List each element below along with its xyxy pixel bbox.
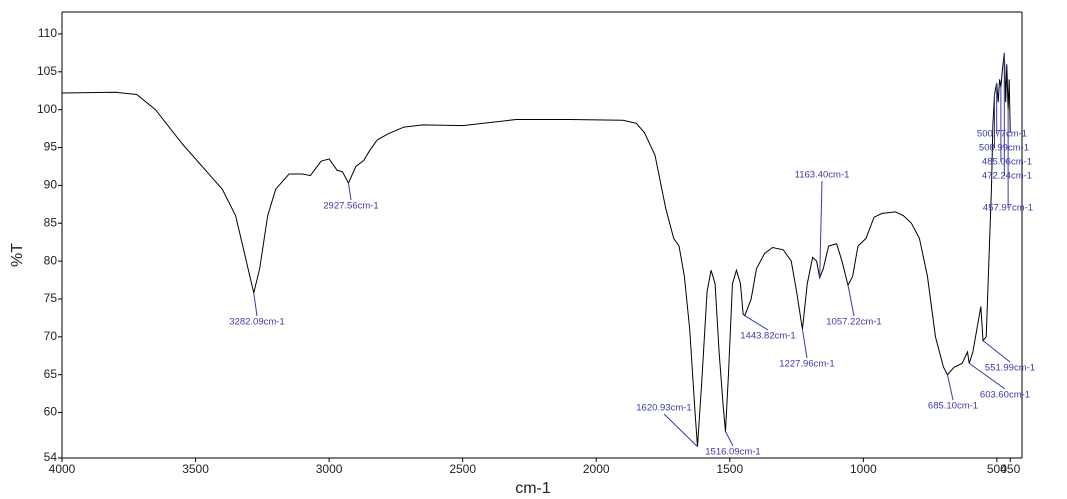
annotation-label: 551.99cm-1 (985, 363, 1035, 374)
x-tick-label: 1000 (850, 462, 877, 476)
annotation-label: 472.24cm-1 (982, 171, 1032, 182)
x-tick-label: 2000 (583, 462, 610, 476)
annotation-label: 1227.96cm-1 (779, 359, 834, 370)
x-tick-label: 2500 (449, 462, 476, 476)
annotation-label: 2927.56cm-1 (323, 201, 378, 212)
annotation-leader (968, 362, 1006, 390)
annotation-leader (946, 374, 954, 401)
annotation-leader (847, 285, 855, 317)
y-tick-label: 110 (38, 26, 57, 40)
annotation-leader (347, 183, 352, 201)
spectrum-line (61, 52, 1011, 447)
y-tick-label: 80 (44, 253, 58, 267)
annotation-leader (982, 340, 1011, 363)
y-axis-label: %T (9, 243, 26, 267)
annotation-leader (253, 292, 258, 317)
annotation-label: 1163.40cm-1 (795, 170, 850, 181)
x-tick-label: 500 (987, 462, 1007, 476)
annotation-leader (819, 180, 823, 278)
x-tick-label: 4000 (49, 462, 76, 476)
annotation-label: 685.10cm-1 (928, 401, 978, 412)
x-tick-label: 1500 (716, 462, 743, 476)
y-tick-label: 60 (44, 405, 58, 419)
y-tick-label: 75 (44, 291, 58, 305)
annotation-label: 1516.09cm-1 (705, 447, 760, 458)
x-axis-label: cm-1 (515, 480, 551, 497)
x-tick-label: 450 (1000, 462, 1020, 476)
annotation-label: 457.97cm-1 (983, 203, 1033, 214)
annotation-label: 603.60cm-1 (980, 390, 1030, 401)
y-tick-label: 85 (44, 215, 58, 229)
x-tick-label: 3500 (182, 462, 209, 476)
annotation-label: 485.06cm-1 (982, 157, 1032, 168)
annotation-label: 1620.93cm-1 (636, 403, 691, 414)
annotation-label: 1443.82cm-1 (740, 331, 795, 342)
annotation-label: 3282.09cm-1 (229, 317, 284, 328)
annotation-label: 500.77cm-1 (977, 129, 1027, 140)
annotation-leader (725, 431, 734, 447)
y-tick-label: 95 (44, 140, 58, 154)
x-tick-label: 3000 (316, 462, 343, 476)
y-tick-label: 100 (37, 102, 57, 116)
annotation-leader (663, 413, 698, 447)
y-tick-label: 90 (44, 178, 58, 192)
y-tick-label: 65 (44, 367, 58, 381)
annotation-leader (744, 315, 769, 331)
y-tick-label: 105 (37, 64, 57, 78)
annotation-leader (801, 329, 808, 359)
annotation-label: 1057.22cm-1 (826, 317, 881, 328)
y-tick-label: 54 (44, 450, 58, 464)
y-tick-label: 70 (44, 329, 58, 343)
